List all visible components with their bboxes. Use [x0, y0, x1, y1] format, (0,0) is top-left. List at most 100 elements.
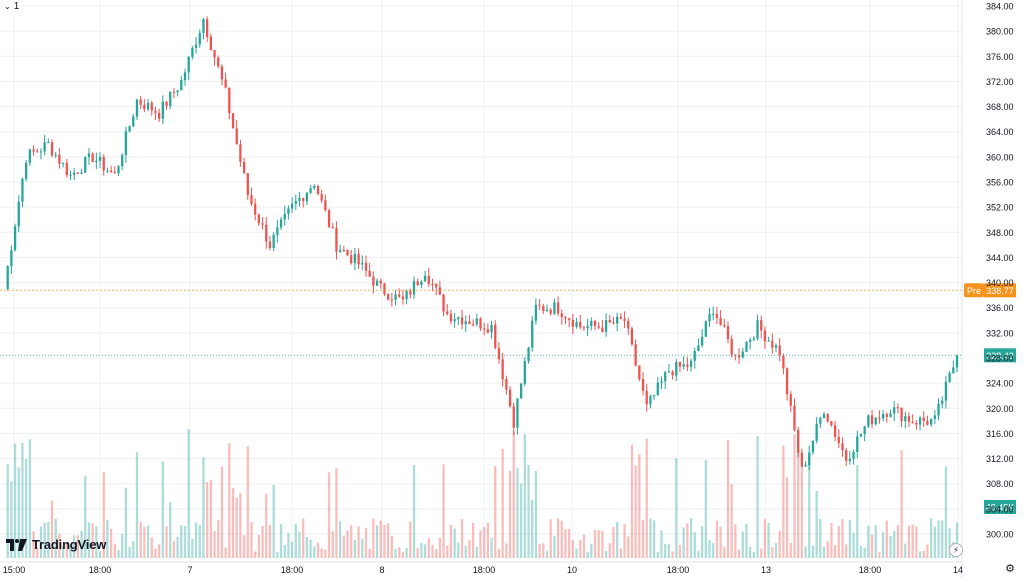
- volume-bar: [774, 543, 778, 558]
- volume-bar: [50, 500, 54, 558]
- candle-body: [627, 320, 630, 329]
- candle-body: [25, 162, 28, 179]
- volume-bar: [109, 528, 113, 558]
- interval-selector[interactable]: ⌄ 1: [0, 0, 24, 14]
- volume-bar: [10, 481, 13, 558]
- volume-bar: [955, 522, 959, 558]
- candle-body: [265, 224, 268, 242]
- candle-body: [438, 287, 442, 295]
- volume-bar: [405, 547, 408, 558]
- premarket-tag: [964, 283, 984, 298]
- volume-bar: [198, 525, 201, 558]
- candle-body: [394, 294, 397, 300]
- volume-bar: [804, 546, 807, 558]
- price-tick-label: 364.00: [986, 127, 1014, 137]
- volume-bar: [922, 550, 925, 558]
- volume-bar: [409, 521, 412, 558]
- volume-bar: [483, 526, 486, 558]
- price-tick-label: 356.00: [986, 178, 1014, 188]
- candle-body: [604, 320, 608, 332]
- candle-body: [542, 305, 545, 311]
- volume-bar: [523, 434, 526, 558]
- volume-bar: [700, 526, 704, 558]
- volume-bar: [305, 537, 309, 558]
- volume-bar: [416, 548, 419, 558]
- candle-body: [638, 365, 641, 379]
- candle-body: [904, 416, 907, 422]
- volume-bar: [815, 490, 818, 558]
- volume-bar: [819, 518, 822, 558]
- volume-bar: [645, 438, 648, 558]
- premarket-price-badge: [984, 283, 1016, 298]
- flash-button[interactable]: ⚡: [949, 543, 963, 557]
- volume-bar: [183, 525, 187, 558]
- volume-bar: [464, 545, 467, 558]
- volume-bar: [889, 536, 892, 558]
- last-price-label: 328.43: [986, 351, 1014, 361]
- volume-bar: [811, 545, 815, 558]
- volume-bar: [837, 525, 840, 558]
- volume-bar: [667, 544, 671, 558]
- candle-body: [298, 198, 301, 202]
- candle-body: [446, 311, 449, 315]
- candle-body: [87, 153, 91, 158]
- candle-body: [17, 201, 20, 227]
- candle-body: [113, 171, 116, 174]
- tradingview-logo-icon: [6, 538, 27, 551]
- candle-body: [191, 47, 194, 57]
- volume-bar: [191, 538, 194, 558]
- candle-body: [878, 417, 881, 419]
- candle-body: [601, 327, 604, 332]
- candle-body: [785, 368, 789, 395]
- candle-body: [143, 104, 146, 110]
- candle-body: [368, 270, 371, 277]
- premarket-price-label: 338.77: [986, 286, 1014, 296]
- price-tick-label: 348.00: [986, 228, 1014, 238]
- volume-bar: [582, 534, 586, 558]
- volume-bar: [915, 526, 918, 558]
- candle-body: [656, 382, 659, 396]
- volume-bar: [139, 521, 142, 558]
- volume-bar: [782, 445, 785, 558]
- volume-bar: [220, 466, 224, 558]
- candle-body: [741, 351, 744, 358]
- candle-body: [479, 318, 482, 329]
- volume-bar: [660, 530, 663, 558]
- candle-body: [10, 250, 13, 267]
- volume-bar: [331, 531, 334, 558]
- volume-bar: [715, 520, 719, 558]
- candle-body: [531, 320, 534, 348]
- candle-body: [937, 403, 940, 416]
- settings-button[interactable]: ⚙: [1004, 563, 1016, 575]
- volume-bar: [187, 429, 190, 558]
- candle-body: [608, 320, 611, 323]
- volume-bar: [335, 468, 338, 558]
- volume-bar: [316, 542, 320, 558]
- volume-bar: [76, 535, 80, 558]
- price-tick-label: 312.00: [986, 454, 1014, 464]
- volume-bar: [793, 434, 796, 558]
- candle-body: [316, 185, 320, 194]
- candle-body: [808, 452, 811, 466]
- candle-body: [375, 280, 379, 286]
- candle-body: [841, 443, 844, 451]
- candle-body: [242, 161, 246, 174]
- time-tick-label: 7: [187, 565, 192, 575]
- volume-bar: [290, 541, 294, 558]
- candle-body: [387, 294, 390, 300]
- candle-body: [900, 407, 903, 422]
- price-tick-label: 368.00: [986, 102, 1014, 112]
- volume-bar: [664, 544, 667, 558]
- candle-body: [933, 415, 936, 420]
- candle-body: [693, 350, 696, 361]
- candle-body: [789, 394, 792, 406]
- candle-body: [165, 101, 168, 106]
- tradingview-logo[interactable]: TradingView: [6, 537, 106, 552]
- candle-body: [568, 318, 571, 320]
- volume-bar: [84, 475, 87, 558]
- volume-bar: [708, 540, 711, 558]
- volume-bar: [545, 551, 549, 558]
- volume-bar: [169, 502, 172, 558]
